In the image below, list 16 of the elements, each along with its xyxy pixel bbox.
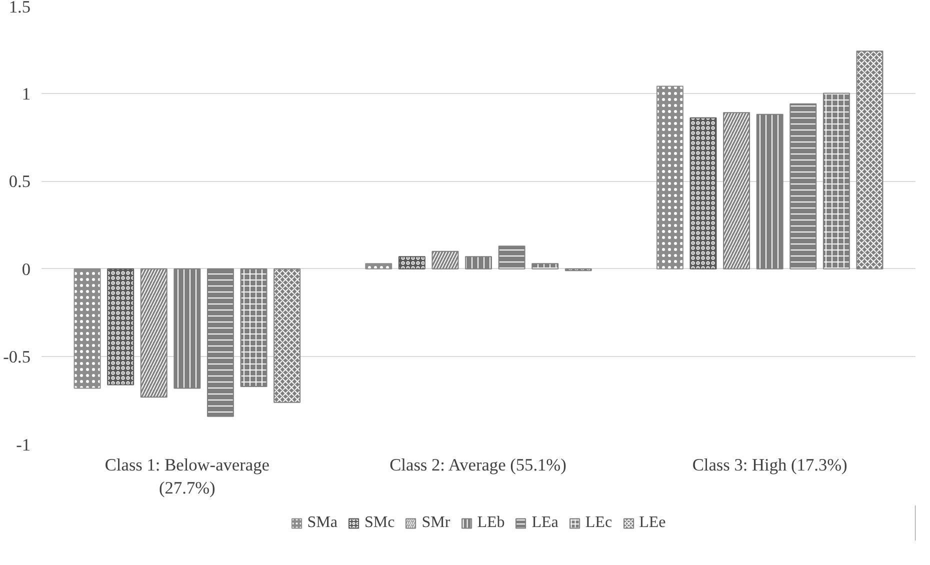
y-tick-label: -1 xyxy=(16,436,31,454)
legend-label: SMa xyxy=(307,514,338,532)
x-tick-label: Class 3: High (17.3%) xyxy=(692,456,848,474)
x-tick-label: Class 1: Below-average (27.7%) xyxy=(104,456,270,498)
y-tick-label: 0 xyxy=(22,260,31,279)
legend-label: SMr xyxy=(422,514,450,532)
legend-label: SMc xyxy=(364,514,395,532)
y-tick-label: -0.5 xyxy=(3,348,31,367)
y-tick-label: 1.5 xyxy=(8,0,31,16)
legend-label: LEe xyxy=(639,514,666,532)
y-tick-label: 1 xyxy=(22,84,31,104)
legend-label: LEc xyxy=(585,514,612,532)
x-tick-label: Class 2: Average (55.1%) xyxy=(390,456,567,474)
legend-label: LEb xyxy=(477,514,505,532)
y-tick-label: 0.5 xyxy=(8,172,31,192)
legend-label: LEa xyxy=(532,514,558,532)
